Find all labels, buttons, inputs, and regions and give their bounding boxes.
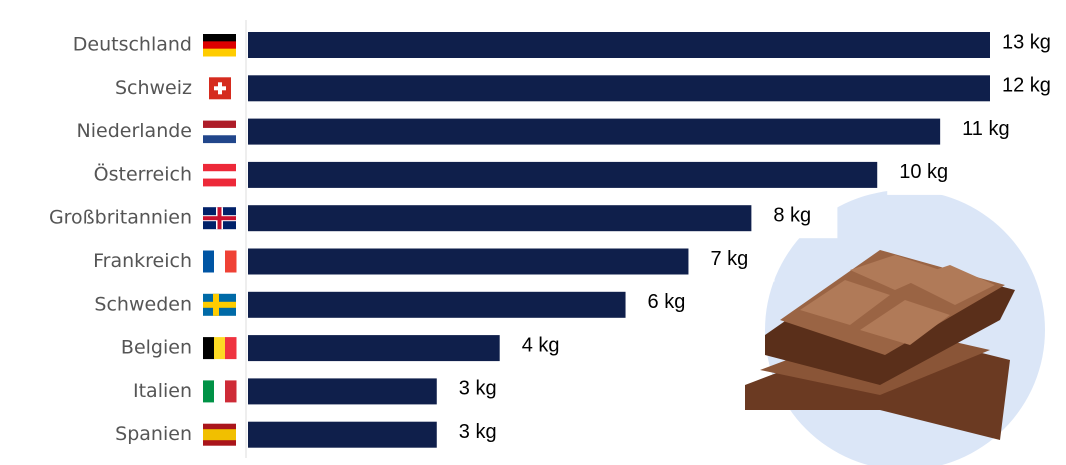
- bar: [248, 291, 626, 318]
- flag: [214, 86, 226, 91]
- bar: [248, 205, 752, 232]
- value-label: 8 kg: [773, 204, 811, 226]
- flag: [225, 337, 237, 360]
- flag: [203, 48, 236, 57]
- label-background: [990, 68, 1066, 109]
- category-label: Spanien: [115, 423, 192, 445]
- flag: [203, 127, 236, 136]
- bar: [248, 421, 437, 448]
- flag: [213, 293, 219, 316]
- category-label: Italien: [133, 380, 192, 402]
- value-label: 12 kg: [1002, 75, 1051, 97]
- category-label: Schweden: [94, 293, 192, 315]
- flag: [203, 337, 215, 360]
- label-background: [761, 198, 838, 239]
- flag: [217, 207, 222, 230]
- value-label: 13 kg: [1002, 31, 1051, 53]
- value-label: 7 kg: [710, 248, 748, 270]
- bar: [248, 75, 1004, 102]
- flag: [203, 41, 236, 50]
- flag: [203, 380, 215, 403]
- flag: [225, 380, 237, 403]
- bar: [248, 248, 689, 275]
- category-label: Schweiz: [115, 77, 192, 99]
- value-label: 4 kg: [522, 334, 560, 356]
- flag: [203, 171, 236, 180]
- category-label: Belgien: [121, 337, 192, 359]
- bar: [248, 32, 1066, 58]
- category-label: Niederlande: [77, 120, 192, 142]
- category-label: Frankreich: [93, 250, 192, 272]
- value-label: 11 kg: [962, 118, 1009, 140]
- label-background: [446, 414, 523, 455]
- flag: [203, 163, 236, 172]
- flag: [203, 429, 236, 441]
- flag: [214, 250, 226, 273]
- bar: [248, 118, 941, 145]
- flag: [203, 301, 236, 308]
- flag: [214, 337, 226, 360]
- flag: [203, 120, 236, 129]
- flag: [203, 34, 236, 42]
- value-label: 3 kg: [459, 421, 497, 443]
- value-label: 10 kg: [899, 161, 948, 183]
- chocolate-illustration: [745, 190, 1045, 465]
- category-label: Österreich: [94, 162, 192, 185]
- label-background: [446, 371, 523, 412]
- label-background: [990, 25, 1066, 65]
- flag: [203, 135, 236, 144]
- flag: [203, 178, 236, 187]
- category-label: Großbritannien: [49, 207, 192, 229]
- label-background: [509, 328, 586, 369]
- value-label: 3 kg: [459, 378, 497, 400]
- label-background: [887, 154, 964, 195]
- category-label: Deutschland: [73, 34, 192, 56]
- flag: [203, 250, 215, 273]
- bar: [248, 378, 437, 405]
- bar: [248, 335, 500, 362]
- label-background: [635, 284, 712, 325]
- value-label: 6 kg: [648, 291, 686, 313]
- bar: [248, 161, 878, 188]
- flag: [225, 250, 237, 273]
- label-background: [698, 241, 775, 282]
- flag: [214, 380, 226, 403]
- label-background: [950, 111, 1027, 152]
